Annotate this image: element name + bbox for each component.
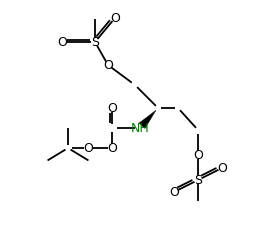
Text: O: O	[193, 148, 203, 162]
Text: O: O	[169, 186, 179, 198]
Text: O: O	[107, 141, 117, 154]
Text: NH: NH	[131, 122, 149, 134]
Text: O: O	[83, 141, 93, 154]
Text: O: O	[110, 11, 120, 24]
Text: O: O	[107, 102, 117, 115]
Text: O: O	[57, 36, 67, 49]
Text: O: O	[103, 59, 113, 71]
Text: O: O	[217, 162, 227, 175]
Polygon shape	[139, 110, 156, 128]
Text: S: S	[194, 174, 202, 187]
Text: S: S	[91, 36, 99, 49]
